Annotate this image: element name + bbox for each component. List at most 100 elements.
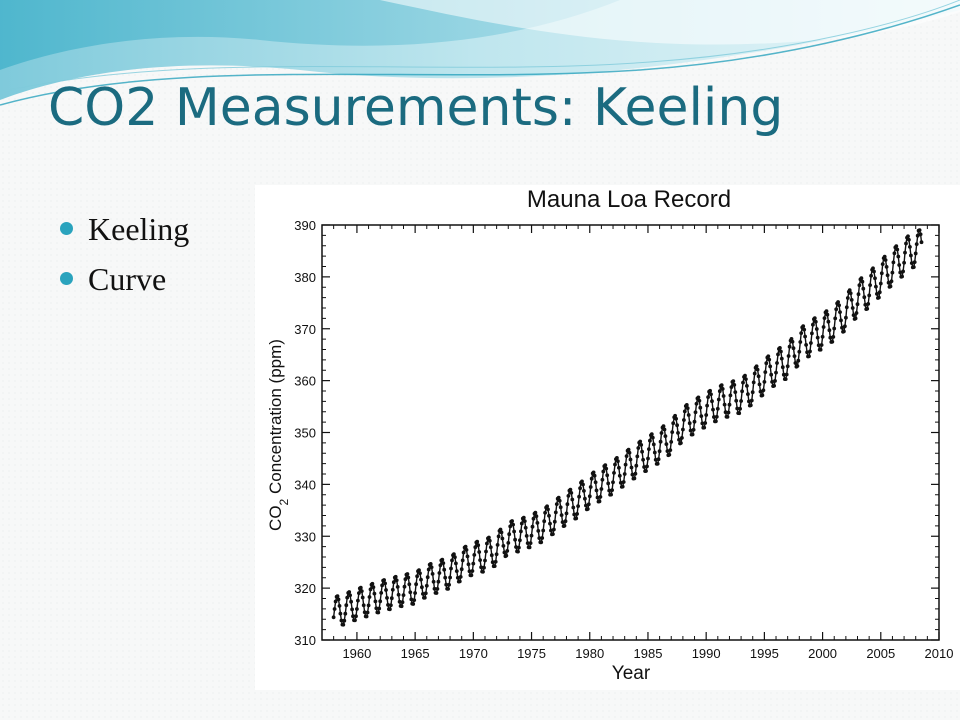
data-point [896,254,901,259]
data-point [446,587,450,591]
data-point [399,604,404,609]
data-point [897,263,902,267]
data-point [697,398,702,403]
data-point [431,579,436,584]
data-point [624,454,629,458]
data-point [741,380,745,385]
data-point [752,371,757,376]
data-point [904,241,908,246]
data-point [552,519,557,524]
data-point [568,487,573,492]
data-point [877,295,881,300]
data-point [400,600,405,605]
data-point [350,607,354,612]
data-point [617,473,622,478]
data-point [367,595,372,599]
data-point [809,341,813,345]
data-point [475,539,480,544]
data-point [756,374,761,379]
data-point [338,611,343,616]
data-point [430,572,435,576]
data-point [524,534,529,538]
data-point [802,327,807,332]
data-point [839,318,843,323]
data-point [512,529,516,534]
data-point [728,393,733,398]
data-point [428,562,433,566]
y-tick-label: 350 [294,426,316,441]
data-point [449,566,453,571]
data-point [418,571,422,576]
data-point [426,567,431,572]
bullet-item: Curve [60,260,189,310]
data-point [676,431,680,435]
data-point [636,446,641,450]
data-point [734,398,739,403]
data-point [834,307,839,312]
data-point [564,511,569,516]
data-point [499,530,504,535]
data-point [365,610,370,615]
y-axis-label-rest: Concentration (ppm) [266,339,285,499]
data-point [518,538,522,543]
data-point [638,439,643,444]
data-point [774,370,778,375]
data-point [708,388,712,393]
data-point [583,496,587,501]
data-point [385,596,389,600]
x-tick-label: 1985 [634,646,663,661]
data-point [586,502,591,507]
data-point [642,465,646,469]
data-point [918,232,923,237]
data-point [630,472,635,477]
data-point [349,599,353,604]
data-point [727,402,732,407]
data-point [488,545,493,550]
data-point [803,334,807,339]
data-point [875,292,879,296]
data-point [563,519,568,524]
plot-frame [321,224,940,641]
data-point [407,582,412,587]
data-point [677,437,681,442]
x-tick-label: 1980 [575,646,604,661]
data-point [570,497,575,502]
data-point [482,565,486,570]
data-point [758,389,763,394]
data-point [801,324,806,329]
data-point [856,292,861,297]
data-point [442,567,447,572]
data-point [514,545,518,549]
data-point [360,595,365,600]
data-point [545,504,549,509]
bullet-text: Keeling [88,211,190,247]
data-point [792,354,797,358]
data-point [414,582,418,587]
data-point [417,568,421,572]
data-point [704,413,709,417]
y-axis-label-main: CO [266,505,285,531]
data-point [868,283,872,287]
data-point [723,410,728,415]
data-point [535,521,540,525]
data-point [640,449,644,454]
data-point [740,389,744,394]
data-point [769,372,774,377]
data-point [681,427,685,432]
data-point [606,481,611,486]
data-point [533,510,538,515]
data-point [670,430,675,434]
data-point [838,310,842,314]
data-point [517,545,521,550]
data-point [342,618,347,623]
x-tick-label: 1975 [517,646,546,661]
y-tick-label: 360 [294,374,316,389]
data-point [378,599,383,604]
data-point [455,575,460,580]
data-point [513,537,517,542]
data-point [807,354,811,359]
data-point [543,510,547,515]
axis-ticks: 310 320 330 340 350 360 370 380 390 1960 1965 1970 1… [294,218,953,661]
series-polyline [332,229,923,626]
data-point [402,584,407,589]
